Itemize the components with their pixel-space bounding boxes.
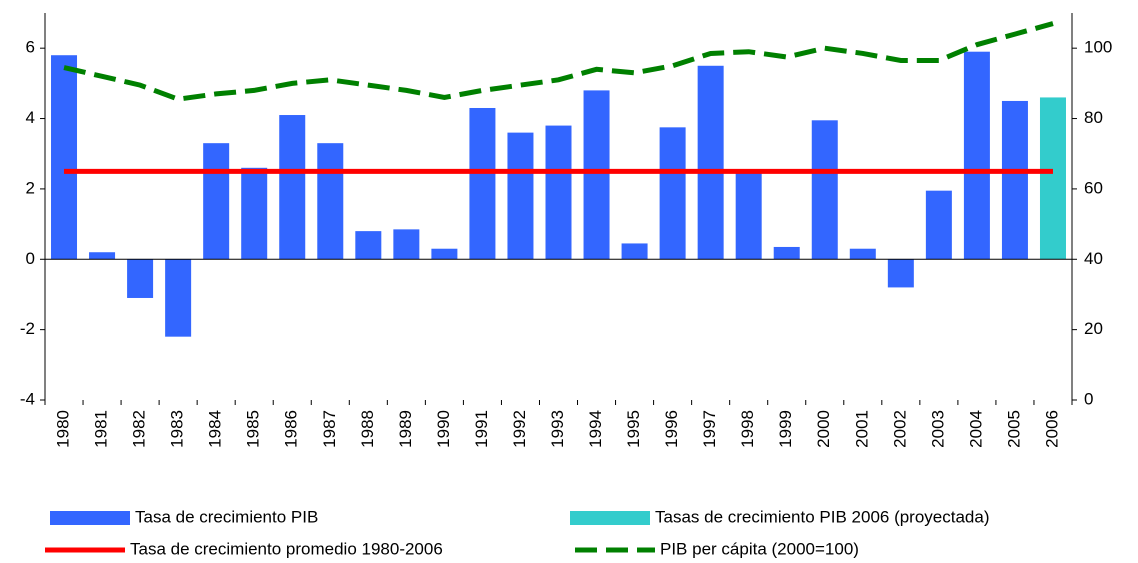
bar xyxy=(583,90,610,260)
y-tick-label: -4 xyxy=(20,389,35,408)
legend-label: Tasa de crecimiento PIB xyxy=(135,507,318,526)
x-tick-label: 1999 xyxy=(776,410,795,448)
bar xyxy=(165,259,192,337)
x-tick-label: 2006 xyxy=(1042,410,1061,448)
x-tick-label: 1994 xyxy=(586,410,605,448)
bar xyxy=(355,231,382,260)
x-tick-label: 2005 xyxy=(1004,410,1023,448)
bar xyxy=(925,190,952,260)
bar xyxy=(203,143,230,260)
bar xyxy=(735,171,762,260)
y2-tick-label: 100 xyxy=(1084,38,1112,57)
bar xyxy=(51,55,78,260)
x-tick-label: 2000 xyxy=(814,410,833,448)
bar xyxy=(545,125,572,260)
bar xyxy=(697,65,724,260)
line-series xyxy=(63,21,1054,102)
y-tick-label: 4 xyxy=(26,108,35,127)
x-tick-label: 1990 xyxy=(434,410,453,448)
bar xyxy=(279,115,306,260)
x-tick-label: 1991 xyxy=(472,410,491,448)
x-tick-label: 1982 xyxy=(130,410,149,448)
x-tick-label: 1998 xyxy=(738,410,757,448)
bar xyxy=(621,243,648,260)
x-tick-label: 1988 xyxy=(358,410,377,448)
x-tick-label: 1995 xyxy=(624,410,643,448)
x-tick-label: 1986 xyxy=(282,410,301,448)
legend-swatch xyxy=(50,511,130,525)
bar xyxy=(431,248,458,260)
x-tick-label: 1993 xyxy=(548,410,567,448)
x-tick-label: 1987 xyxy=(320,410,339,448)
x-tick-label: 1984 xyxy=(206,410,225,448)
bar xyxy=(507,132,534,260)
x-tick-label: 2004 xyxy=(966,410,985,448)
y-tick-label: 0 xyxy=(26,249,35,268)
bar xyxy=(317,143,344,260)
y-tick-label: -2 xyxy=(20,319,35,338)
x-tick-label: 2002 xyxy=(890,410,909,448)
x-tick-label: 1992 xyxy=(510,410,529,448)
bar xyxy=(773,246,800,260)
x-tick-label: 1981 xyxy=(92,410,111,448)
bar xyxy=(469,107,496,260)
bar xyxy=(127,259,154,298)
x-tick-label: 1996 xyxy=(662,410,681,448)
bar xyxy=(1001,100,1028,260)
y-tick-label: 6 xyxy=(26,38,35,57)
y2-tick-label: 40 xyxy=(1084,249,1103,268)
legend-label: Tasa de crecimiento promedio 1980-2006 xyxy=(130,539,443,558)
y2-tick-label: 80 xyxy=(1084,108,1103,127)
y2-tick-label: 0 xyxy=(1084,389,1093,408)
x-tick-label: 1983 xyxy=(168,410,187,448)
x-tick-label: 1989 xyxy=(396,410,415,448)
x-tick-label: 1985 xyxy=(244,410,263,448)
legend-label: Tasas de crecimiento PIB 2006 (proyectad… xyxy=(655,507,990,526)
legend-swatch xyxy=(570,511,650,525)
bar xyxy=(1039,97,1066,260)
y-tick-label: 2 xyxy=(26,178,35,197)
bar xyxy=(963,51,990,260)
bar xyxy=(89,252,116,260)
bar xyxy=(241,167,268,260)
bar xyxy=(887,259,914,288)
bar xyxy=(393,229,420,260)
bar xyxy=(659,127,686,260)
y2-tick-label: 60 xyxy=(1084,178,1103,197)
legend-label: PIB per cápita (2000=100) xyxy=(660,539,859,558)
x-tick-label: 2003 xyxy=(928,410,947,448)
x-tick-label: 1980 xyxy=(54,410,73,448)
x-tick-label: 1997 xyxy=(700,410,719,448)
bar xyxy=(811,120,838,260)
x-tick-label: 2001 xyxy=(852,410,871,448)
bar xyxy=(849,248,876,260)
y2-tick-label: 20 xyxy=(1084,319,1103,338)
